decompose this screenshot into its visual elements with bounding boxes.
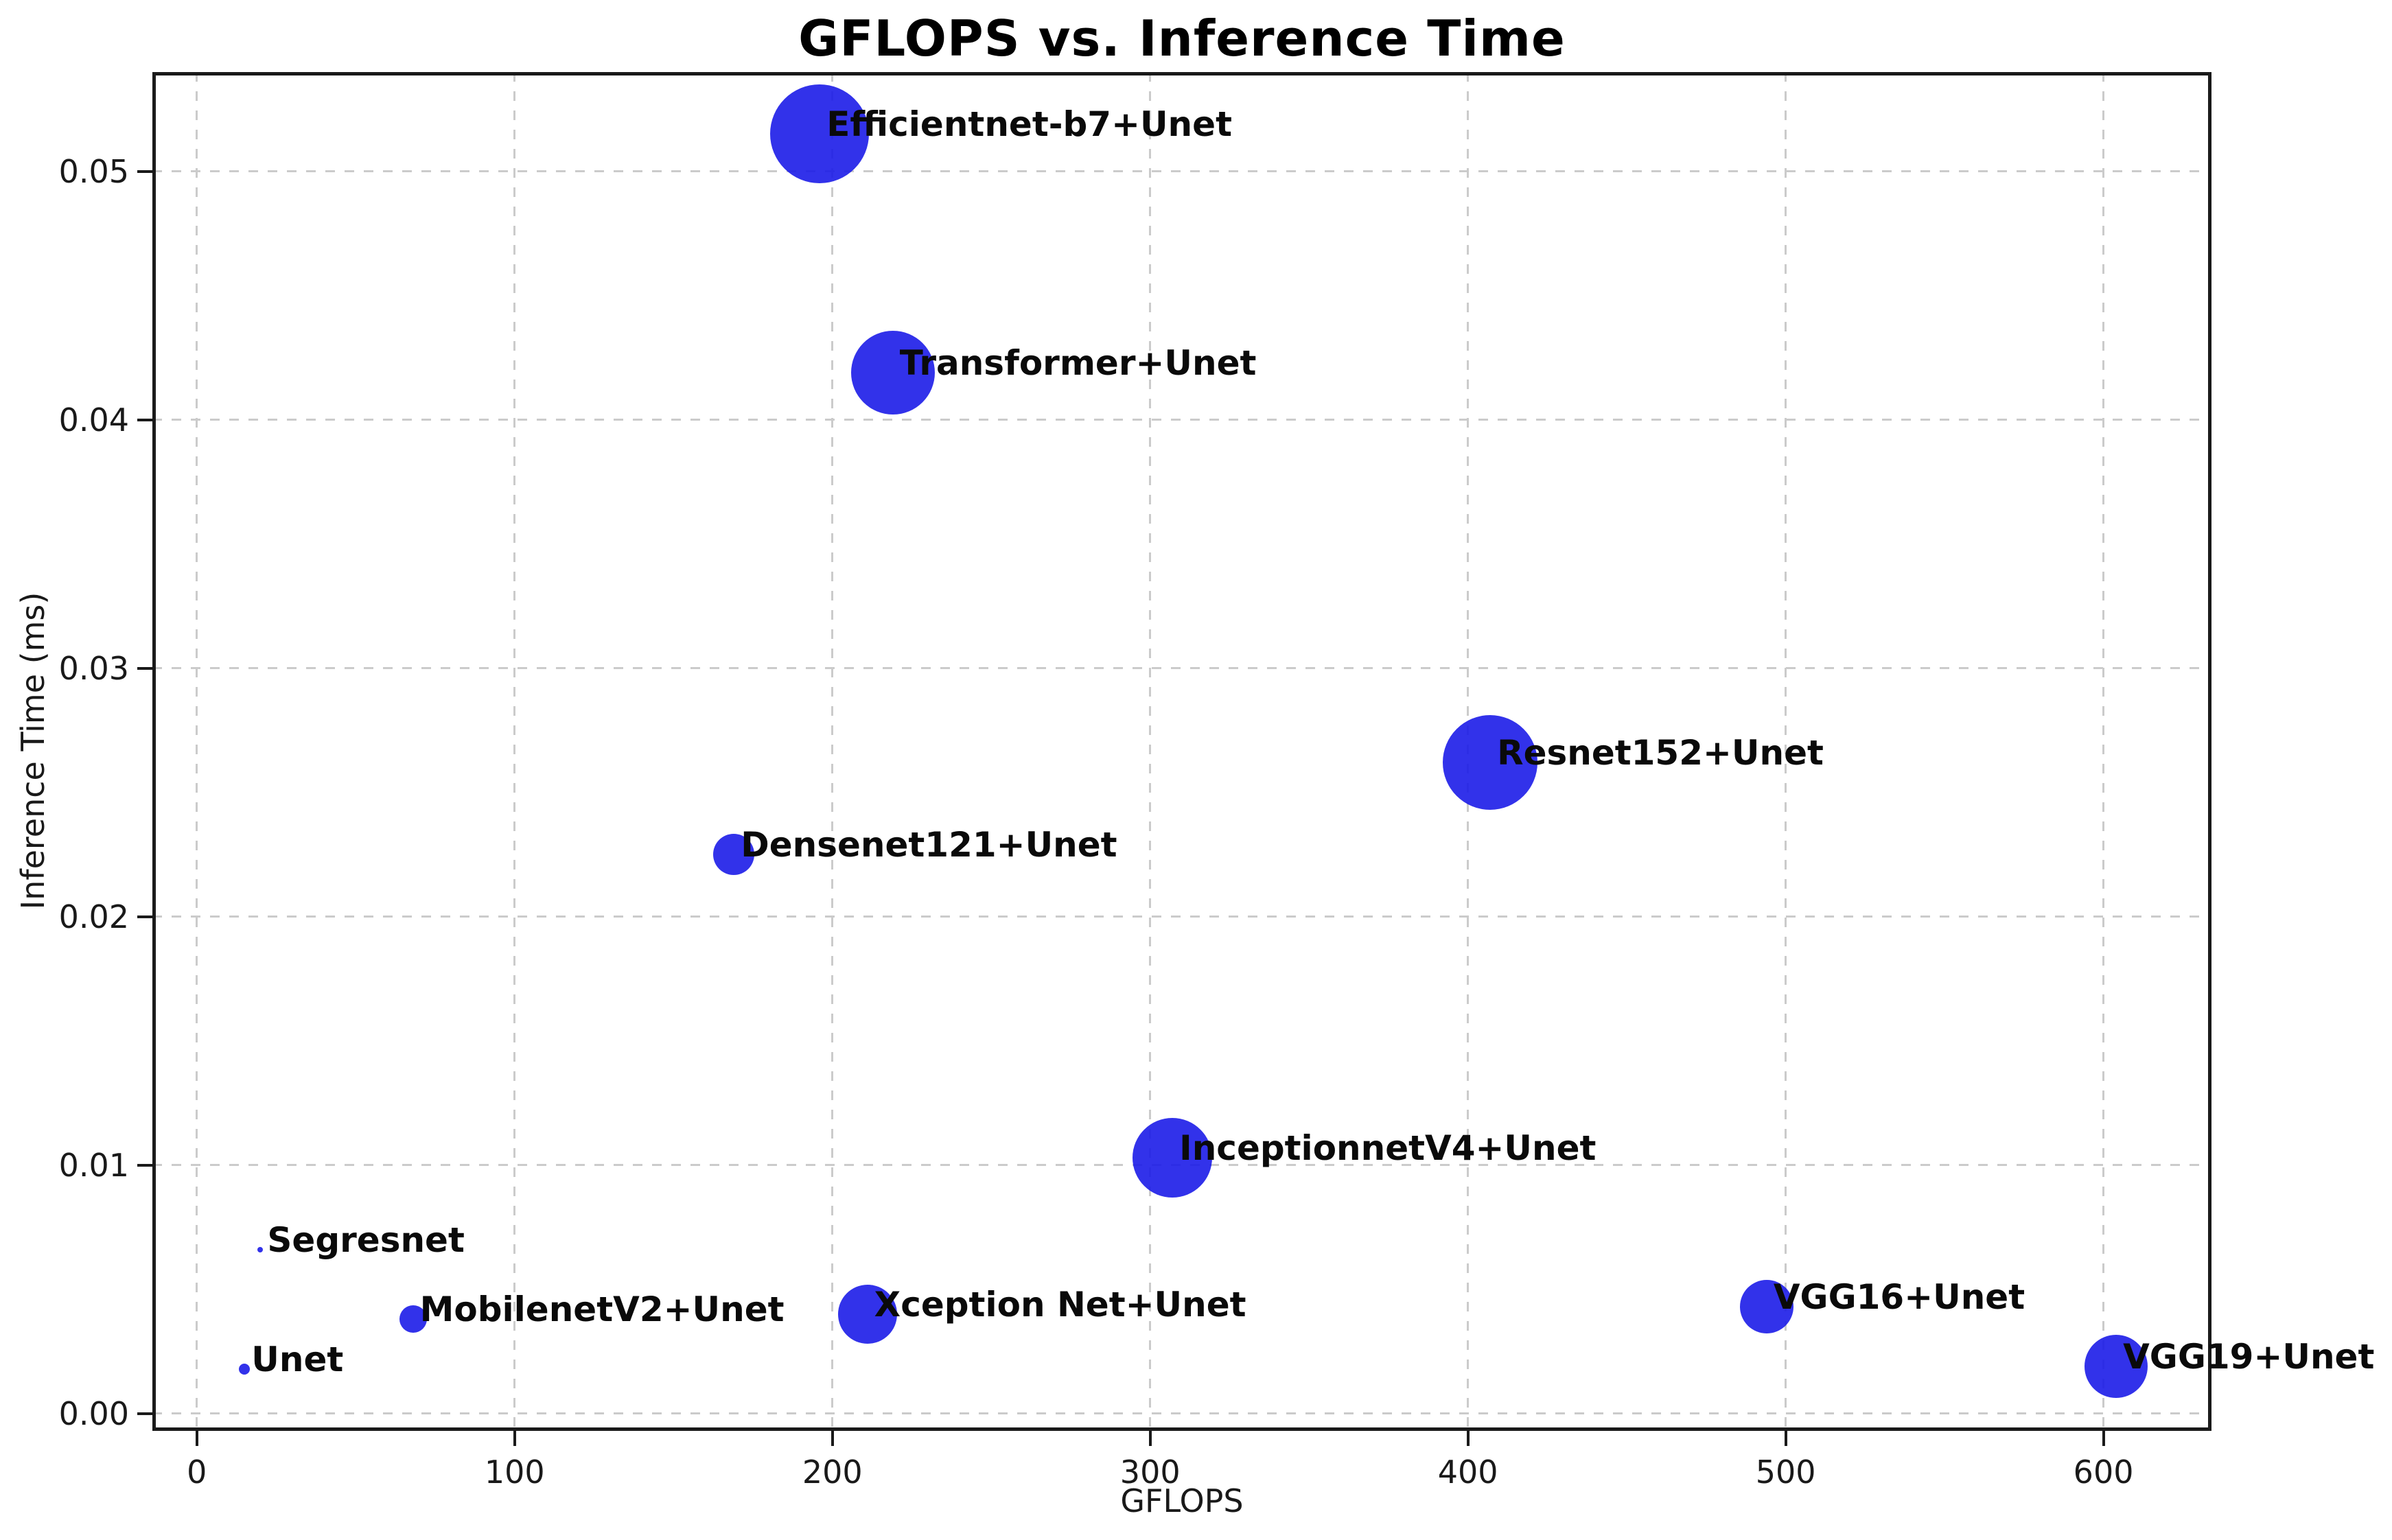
x-gridline	[513, 72, 516, 1431]
data-point-label: InceptionnetV4+Unet	[1179, 1128, 1596, 1168]
x-tick-label: 0	[187, 1454, 207, 1491]
y-tick-label: 0.02	[58, 898, 129, 935]
x-gridline	[2102, 72, 2105, 1431]
x-gridline	[196, 72, 198, 1431]
data-point-bubble	[2085, 1334, 2148, 1398]
x-tick-mark	[831, 1431, 834, 1446]
x-gridline	[831, 72, 834, 1431]
x-tick-mark	[1466, 1431, 1470, 1446]
y-gridline	[152, 667, 2211, 670]
x-gridline	[1149, 72, 1152, 1431]
x-tick-mark	[195, 1431, 198, 1446]
x-tick-label: 300	[1119, 1454, 1181, 1491]
x-tick-mark	[2102, 1431, 2105, 1446]
chart-title: GFLOPS vs. Inference Time	[798, 10, 1566, 67]
y-tick-mark	[137, 418, 152, 421]
y-tick-label: 0.03	[58, 649, 129, 687]
x-gridline	[1785, 72, 1787, 1431]
y-gridline	[152, 915, 2211, 918]
data-point-bubble	[713, 834, 755, 876]
x-tick-label: 400	[1437, 1454, 1498, 1491]
data-point-label: Xception Net+Unet	[874, 1284, 1246, 1325]
x-tick-label: 100	[484, 1454, 545, 1491]
data-point-label: Resnet152+Unet	[1497, 733, 1824, 773]
data-point-bubble	[1443, 715, 1538, 810]
data-point-bubble	[850, 330, 935, 415]
y-gridline	[152, 170, 2211, 173]
x-tick-label: 200	[802, 1454, 863, 1491]
data-point-label: Unet	[251, 1339, 344, 1379]
data-point-bubble	[770, 84, 870, 184]
data-point-label: Transformer+Unet	[899, 342, 1257, 383]
data-point-label: Efficientnet-b7+Unet	[826, 104, 1232, 145]
data-point-bubble	[1739, 1280, 1793, 1333]
data-point-label: MobilenetV2+Unet	[419, 1290, 785, 1330]
y-tick-label: 0.00	[58, 1395, 129, 1432]
y-tick-label: 0.01	[58, 1146, 129, 1184]
data-point-label: VGG16+Unet	[1773, 1277, 2025, 1317]
x-tick-label: 600	[2073, 1454, 2134, 1491]
x-tick-label: 500	[1755, 1454, 1816, 1491]
x-tick-mark	[1148, 1431, 1152, 1446]
data-point-label: Segresnet	[267, 1220, 465, 1260]
y-tick-label: 0.04	[58, 401, 129, 439]
data-point-bubble	[1133, 1117, 1213, 1198]
data-point-bubble	[837, 1284, 897, 1344]
x-tick-mark	[1784, 1431, 1787, 1446]
y-gridline	[152, 419, 2211, 421]
y-tick-mark	[137, 170, 152, 173]
x-axis-label: GFLOPS	[1120, 1482, 1244, 1519]
y-tick-label: 0.05	[58, 152, 129, 190]
y-gridline	[152, 1412, 2211, 1415]
y-tick-mark	[137, 915, 152, 918]
y-tick-mark	[137, 1163, 152, 1167]
data-point-label: VGG19+Unet	[2123, 1336, 2375, 1377]
x-tick-mark	[513, 1431, 516, 1446]
data-point-bubble	[257, 1246, 264, 1252]
y-tick-mark	[137, 1412, 152, 1415]
y-axis-label: Inference Time (ms)	[14, 592, 51, 910]
data-point-label: Densenet121+Unet	[741, 825, 1117, 865]
y-tick-mark	[137, 666, 152, 670]
data-point-bubble	[399, 1305, 427, 1333]
data-point-bubble	[239, 1363, 251, 1375]
